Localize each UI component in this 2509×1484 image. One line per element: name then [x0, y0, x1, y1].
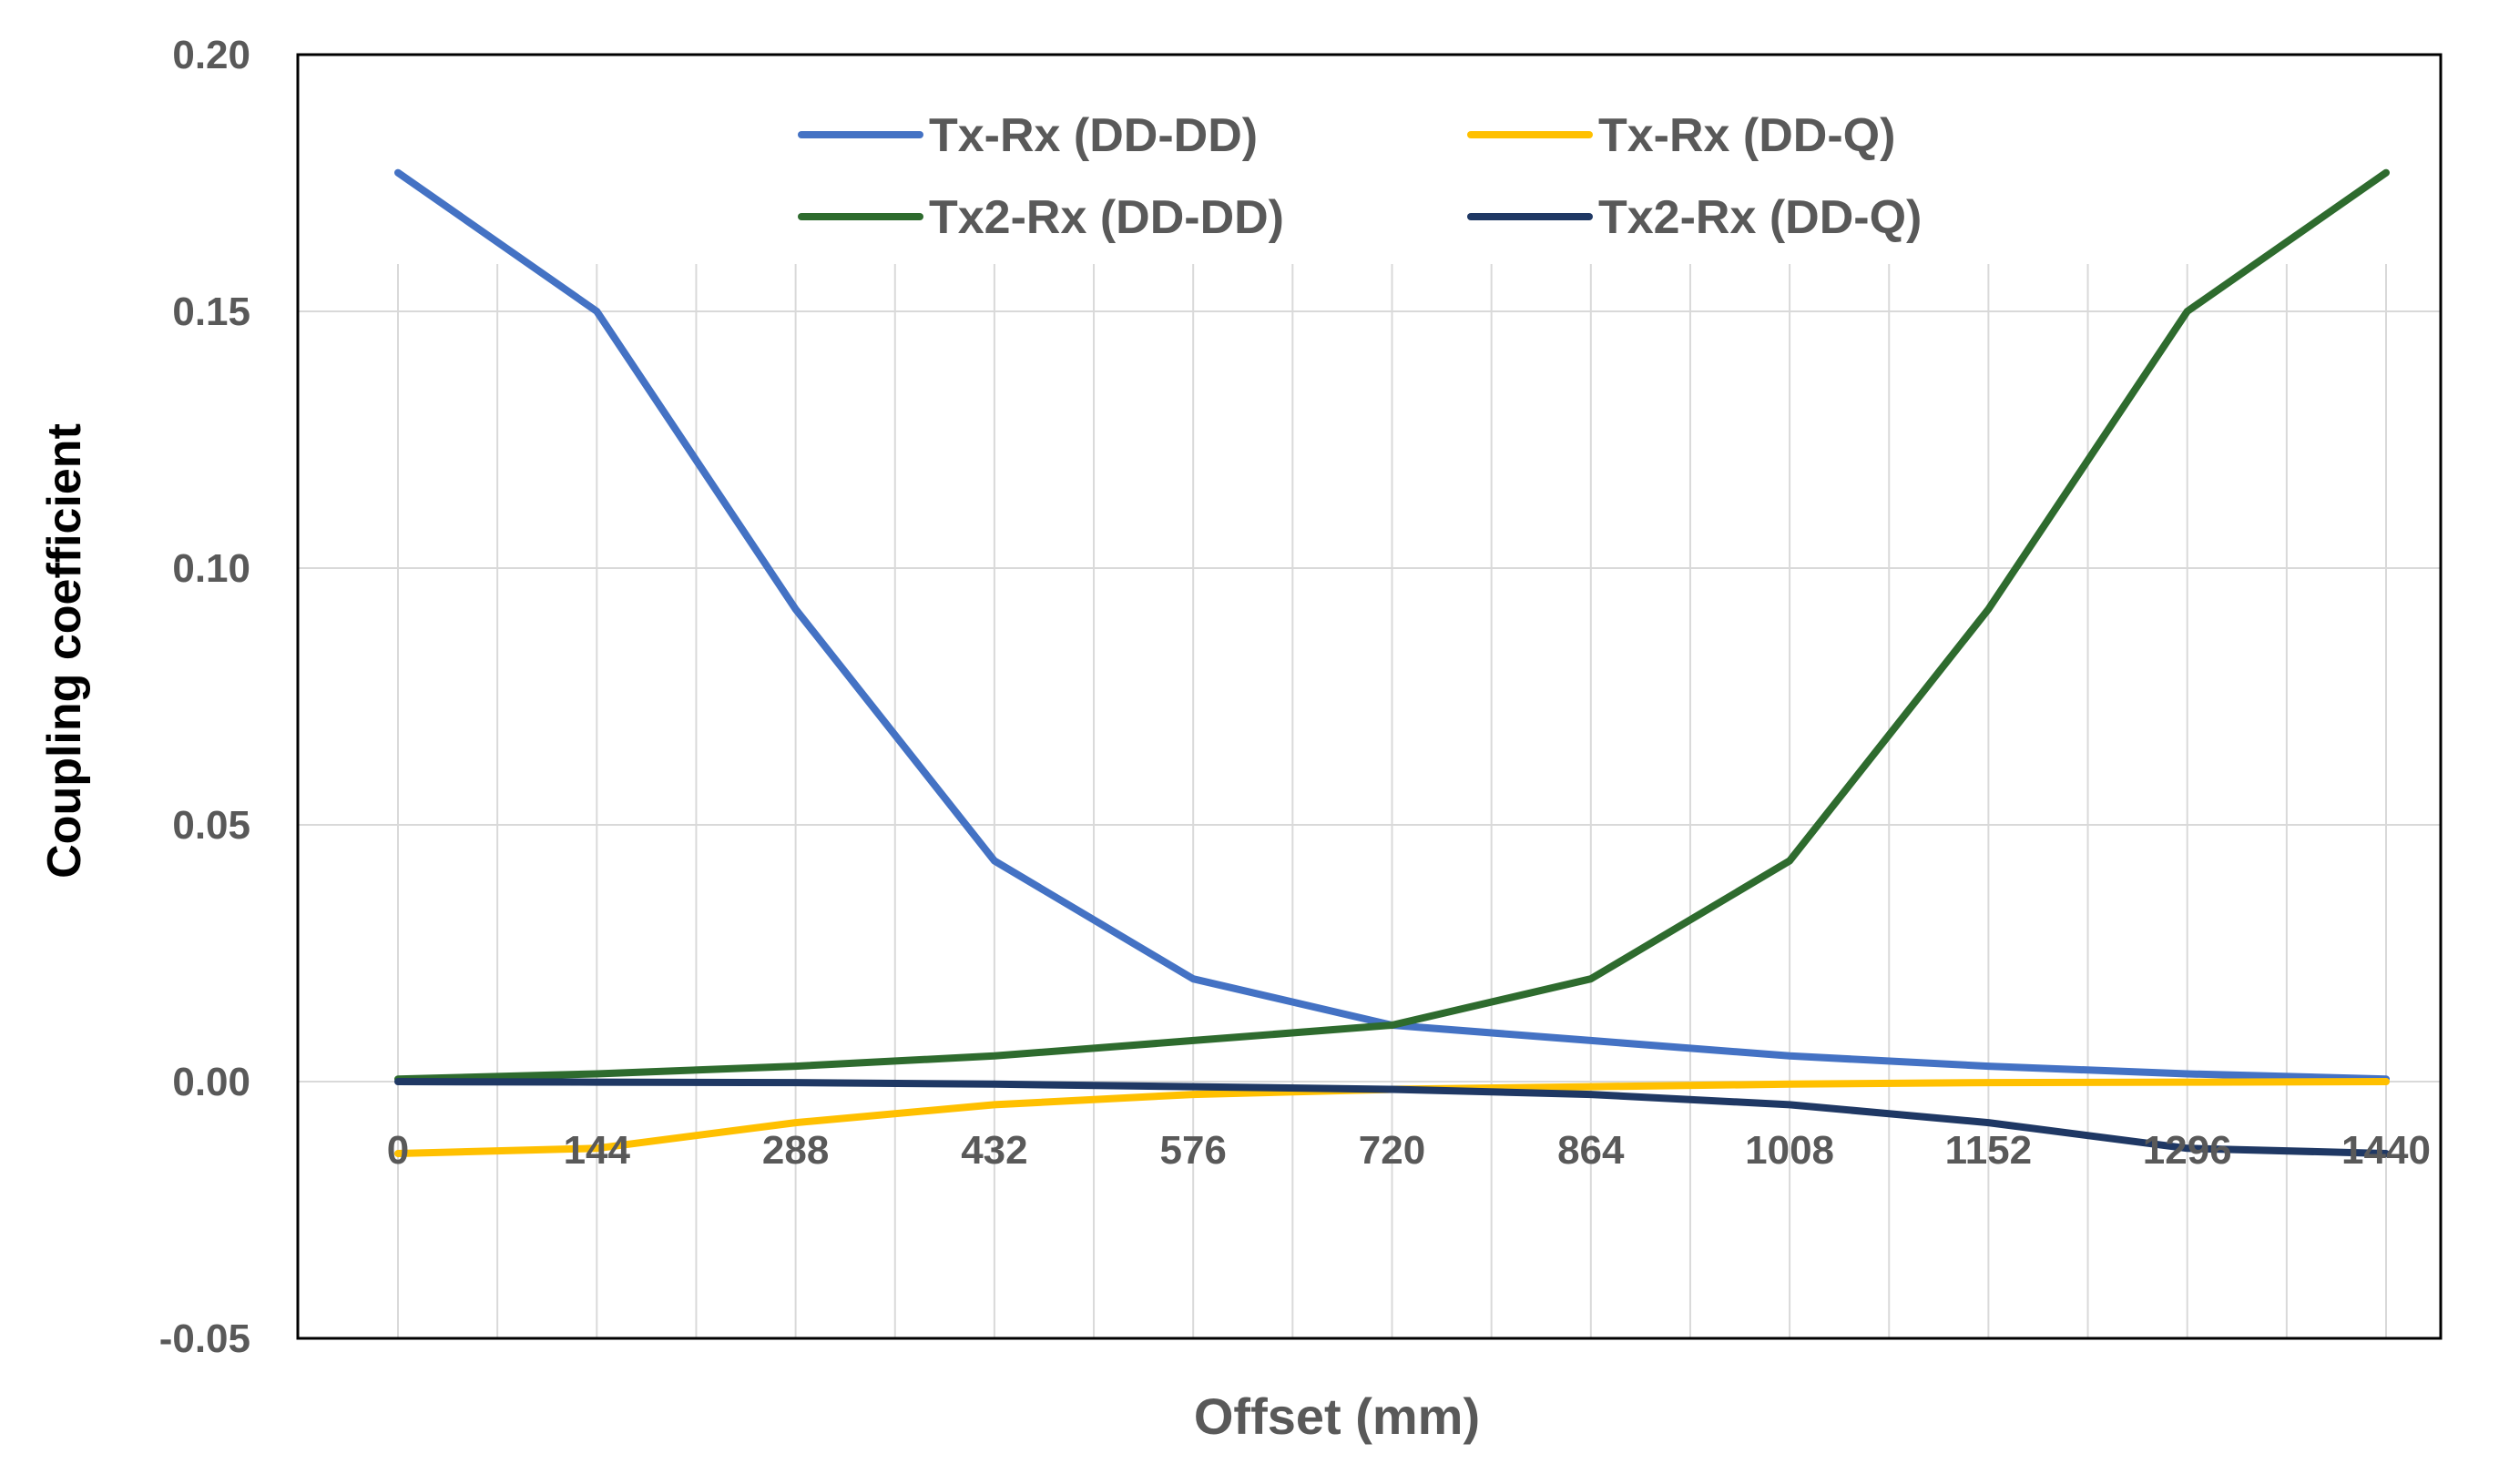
x-tick-label: 1296 — [2143, 1128, 2232, 1173]
y-tick-label: 0.20 — [172, 33, 250, 77]
x-axis-title: Offset (mm) — [1194, 1387, 1480, 1445]
x-tick-label: 864 — [1557, 1128, 1625, 1173]
x-tick-label: 576 — [1159, 1128, 1226, 1173]
y-tick-label: 0.00 — [172, 1060, 250, 1104]
legend-label-3: Tx2-Rx (DD-DD) — [929, 191, 1284, 244]
x-tick-label: 0 — [387, 1128, 409, 1173]
x-tick-label: 1008 — [1745, 1128, 1834, 1173]
y-axis-title: Coupling coefficient — [38, 423, 91, 879]
legend-label-2: Tx-Rx (DD-Q) — [1598, 109, 1895, 162]
x-tick-label: 720 — [1359, 1128, 1425, 1173]
plot-area-frame — [296, 53, 2443, 1340]
x-tick-label: 1152 — [1945, 1128, 2032, 1173]
legend: Tx-Rx (DD-DD) Tx-Rx (DD-Q) Tx2-Rx (DD-DD) T… — [798, 109, 1922, 244]
x-tick-label: 288 — [762, 1128, 829, 1173]
x-tick-label: 432 — [961, 1128, 1027, 1173]
y-tick-label: 0.15 — [172, 290, 250, 334]
series-lines — [394, 168, 2390, 1157]
series-line-3 — [394, 168, 2390, 1083]
legend-label-4: Tx2-Rx (DD-Q) — [1598, 191, 1922, 244]
x-axis-ticks: 0 144 288 432 576 720 864 1008 1152 1296 1440 — [387, 1128, 2431, 1173]
y-tick-label: -0.05 — [159, 1316, 250, 1361]
x-tick-label: 144 — [564, 1128, 631, 1173]
y-tick-label: 0.05 — [172, 803, 250, 848]
y-axis-ticks: -0.05 0.00 0.05 0.10 0.15 0.20 — [159, 33, 250, 1361]
x-tick-label: 1440 — [2341, 1128, 2431, 1173]
y-tick-label: 0.10 — [172, 546, 250, 591]
legend-label-1: Tx-Rx (DD-DD) — [929, 109, 1258, 162]
series-line-4 — [394, 1078, 2390, 1157]
